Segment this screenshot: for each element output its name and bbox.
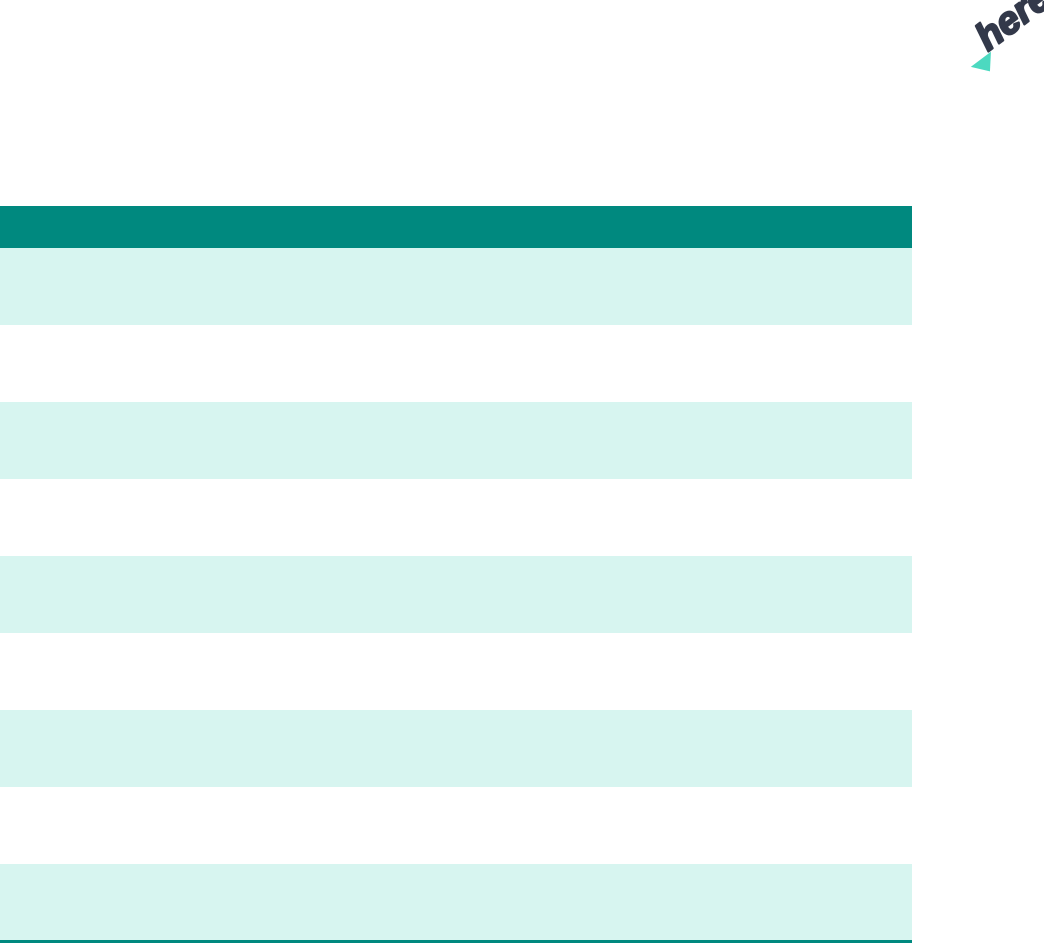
svg-text:here: here <box>967 0 1044 59</box>
